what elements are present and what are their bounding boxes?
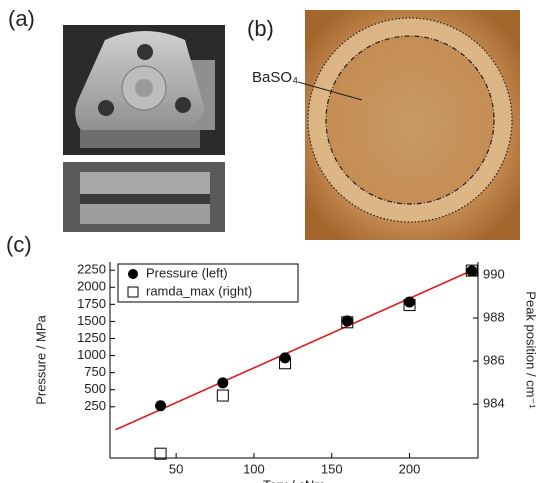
panel-label: (a) [8, 6, 35, 31]
y-tick-label: 1500 [77, 313, 106, 328]
y2-tick-label: 984 [483, 396, 505, 411]
marker [217, 390, 228, 401]
y2-tick-label: 988 [483, 309, 505, 324]
legend-label: ramda_max (right) [146, 283, 252, 298]
panel-label: (b) [247, 16, 274, 41]
x-axis-label: Torx / cNm [263, 477, 325, 483]
x-tick-label: 150 [321, 461, 343, 476]
y2-tick-label: 990 [483, 266, 505, 281]
photo-cell-top [63, 25, 225, 155]
x-tick-label: 100 [243, 461, 265, 476]
y-tick-label: 1000 [77, 347, 106, 362]
y-tick-label: 1750 [77, 296, 106, 311]
y2-tick-label: 986 [483, 353, 505, 368]
marker [155, 400, 166, 411]
x-tick-label: 50 [169, 461, 183, 476]
marker [466, 266, 477, 277]
chart: 50 100 150 200 250 500 750 1000 1250 1500 1750 2000… [33, 262, 538, 483]
y-tick-label: 1250 [77, 330, 106, 345]
legend-marker [128, 269, 138, 279]
marker [404, 296, 415, 307]
legend-label: Pressure (left) [146, 265, 228, 280]
annotation: BaSO₄ [252, 69, 298, 86]
photo-sample [298, 10, 520, 240]
figure: (a) (b) (c) BaSO₄ 50 100 150 200 250 500 750 10… [0, 0, 543, 483]
y-tick-label: 500 [84, 381, 106, 396]
panel-label: (c) [6, 232, 32, 257]
y-axis-label: Pressure / MPa [33, 314, 48, 404]
y-tick-label: 750 [84, 364, 106, 379]
y-tick-label: 2250 [77, 262, 106, 277]
photo-cell-side [63, 162, 225, 232]
y-tick-label: 250 [84, 398, 106, 413]
page: {"panels": {"a": "(a)", "b": "(b)", "c":… [0, 0, 543, 483]
y2-axis-label: Peak position / cm⁻¹ [524, 291, 539, 409]
marker [217, 377, 228, 388]
y-tick-label: 2000 [77, 279, 106, 294]
x-tick-label: 200 [399, 461, 421, 476]
